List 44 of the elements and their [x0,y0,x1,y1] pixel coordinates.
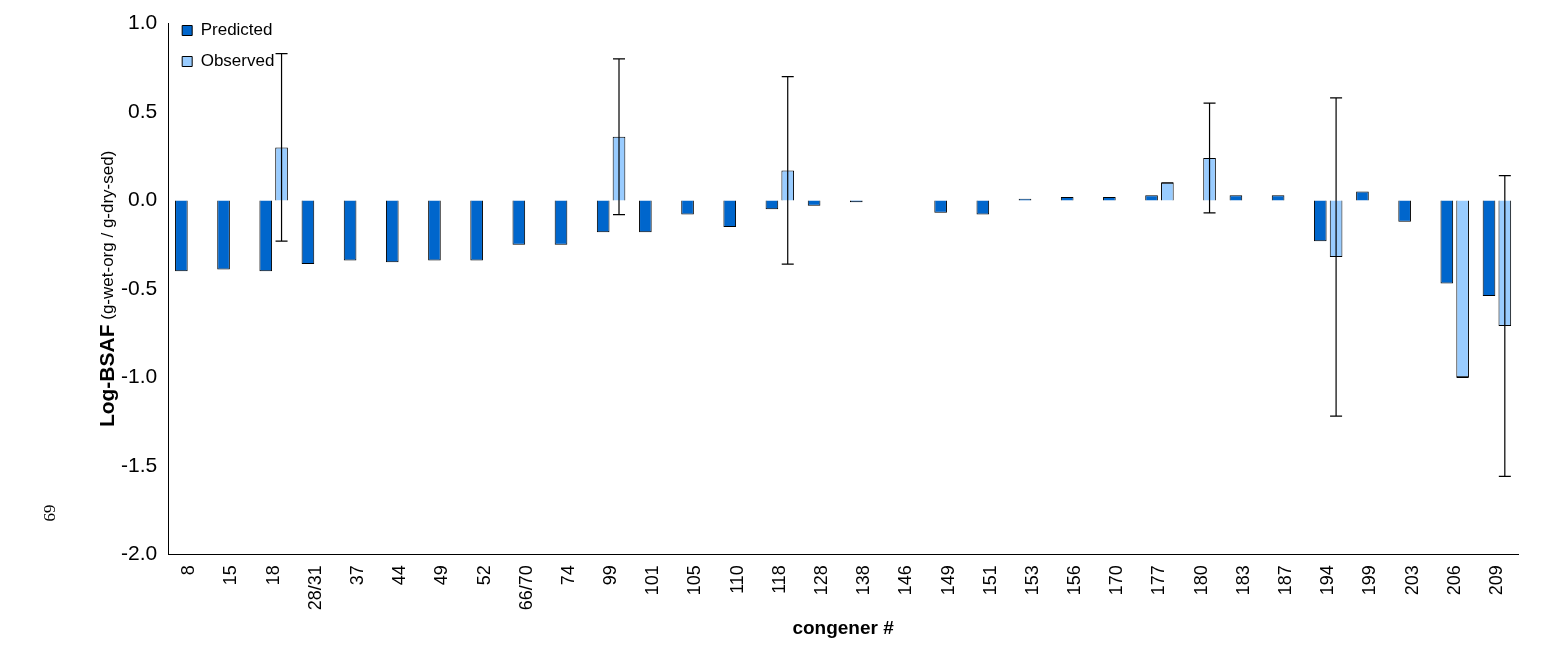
x-tick-label: 177 [1148,565,1169,596]
x-tick-label: 99 [600,565,621,586]
x-tick-label: 199 [1359,565,1380,596]
text: 69 [39,504,59,522]
x-tick-label: 149 [937,565,958,596]
x-tick-label: 66/70 [515,565,536,611]
x-tick-label: 206 [1443,565,1464,596]
x-tick-label: 128 [810,565,831,596]
x-tick-label: 52 [473,565,494,586]
x-tick-label: 49 [431,565,452,586]
y-tick-label: 0.0 [127,187,158,211]
x-tick-label: 18 [262,565,283,586]
y-tick-label: -1.0 [121,364,158,388]
legend-label: Observed [200,51,275,71]
x-tick-label: 151 [979,565,1000,596]
x-tick-label: 183 [1232,565,1253,596]
x-tick-label: 209 [1485,565,1506,596]
y-tick-label: 0.5 [127,98,158,122]
x-tick-label: 74 [557,565,578,586]
y-tick-label: -0.5 [121,275,158,299]
x-tick-label: 118 [768,565,789,594]
x-tick-label: 146 [895,565,916,596]
y-tick-label: -2.0 [121,540,158,564]
x-tick-label: 101 [642,565,663,596]
x-tick-label: 156 [1064,565,1085,596]
x-tick-label: 37 [346,565,367,586]
x-tick-label: 44 [389,565,410,586]
x-tick-label: 153 [1021,565,1042,596]
x-tick-label: 187 [1274,565,1295,596]
x-tick-label: 8 [178,565,199,576]
x-axis-title: congener # [792,616,895,638]
x-tick-label: 138 [853,565,874,596]
y-tick-label: 1.0 [127,10,158,34]
y-tick-label: -1.5 [121,452,158,476]
y-axis-title: Log-BSAF (g-wet-org / g-dry-sed) [94,150,118,428]
x-tick-label: 28/31 [304,565,325,611]
legend-label: Predicted [200,20,273,40]
x-tick-label: 110 [726,565,747,594]
x-tick-label: 203 [1401,565,1422,596]
x-tick-label: 170 [1106,565,1127,596]
x-tick-label: 15 [220,565,241,586]
x-tick-label: 194 [1317,565,1338,596]
x-tick-label: 105 [684,565,705,596]
x-tick-label: 180 [1190,565,1211,596]
